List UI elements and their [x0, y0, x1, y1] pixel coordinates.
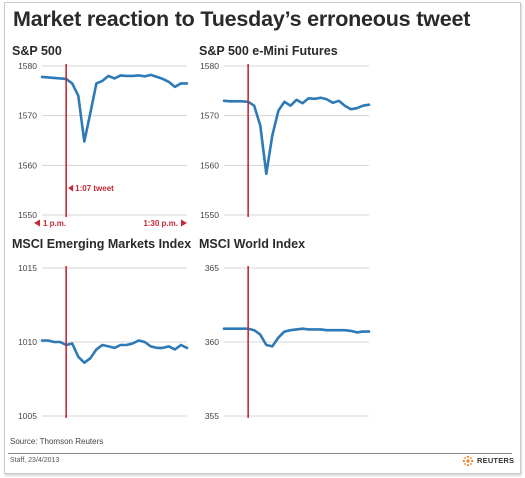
chart-4-series-line	[222, 327, 371, 348]
time-end-arrow	[181, 219, 187, 227]
chart-2-title: S&P 500 e-Mini Futures	[199, 44, 338, 58]
y-tick-label: 1560	[18, 160, 37, 170]
credit-note: Staff, 23/4/2013	[10, 457, 60, 464]
y-tick-label: 1580	[18, 61, 37, 71]
y-tick-label: 1570	[200, 111, 219, 121]
infographic-title: Market reaction to Tuesday’s erroneous t…	[13, 7, 471, 31]
chart-3-title: MSCI Emerging Markets Index	[12, 237, 191, 251]
chart-1-title: S&P 500	[12, 44, 62, 58]
reuters-logo-icon	[462, 455, 474, 466]
chart-3-series-line	[40, 339, 189, 365]
chart-1-series-line	[40, 73, 189, 143]
y-tick-label: 365	[205, 263, 219, 273]
tweet-annotation-label: 1:07 tweet	[75, 184, 114, 193]
footer-divider	[8, 453, 512, 454]
time-start-label: 1 p.m.	[43, 219, 66, 228]
brand-logo: REUTERS	[462, 454, 514, 467]
y-tick-label: 1560	[200, 160, 219, 170]
y-tick-label: 1550	[18, 210, 37, 220]
y-tick-label: 1010	[18, 337, 37, 347]
y-tick-label: 360	[205, 337, 219, 347]
infographic-frame: Market reaction to Tuesday’s erroneous t…	[4, 2, 521, 474]
y-tick-label: 1580	[200, 61, 219, 71]
brand-name: REUTERS	[477, 456, 515, 465]
y-tick-label: 1570	[18, 111, 37, 121]
chart-4-title: MSCI World Index	[199, 237, 305, 251]
chart-2-series-line	[222, 96, 371, 176]
y-tick-label: 1005	[18, 411, 37, 421]
y-tick-label: 355	[205, 411, 219, 421]
tweet-annotation-arrow	[68, 184, 74, 192]
time-start-arrow	[34, 219, 40, 227]
y-tick-label: 1015	[18, 263, 37, 273]
time-end-label: 1:30 p.m.	[143, 219, 178, 228]
y-tick-label: 1550	[200, 210, 219, 220]
source-note: Source: Thomson Reuters	[10, 437, 104, 446]
